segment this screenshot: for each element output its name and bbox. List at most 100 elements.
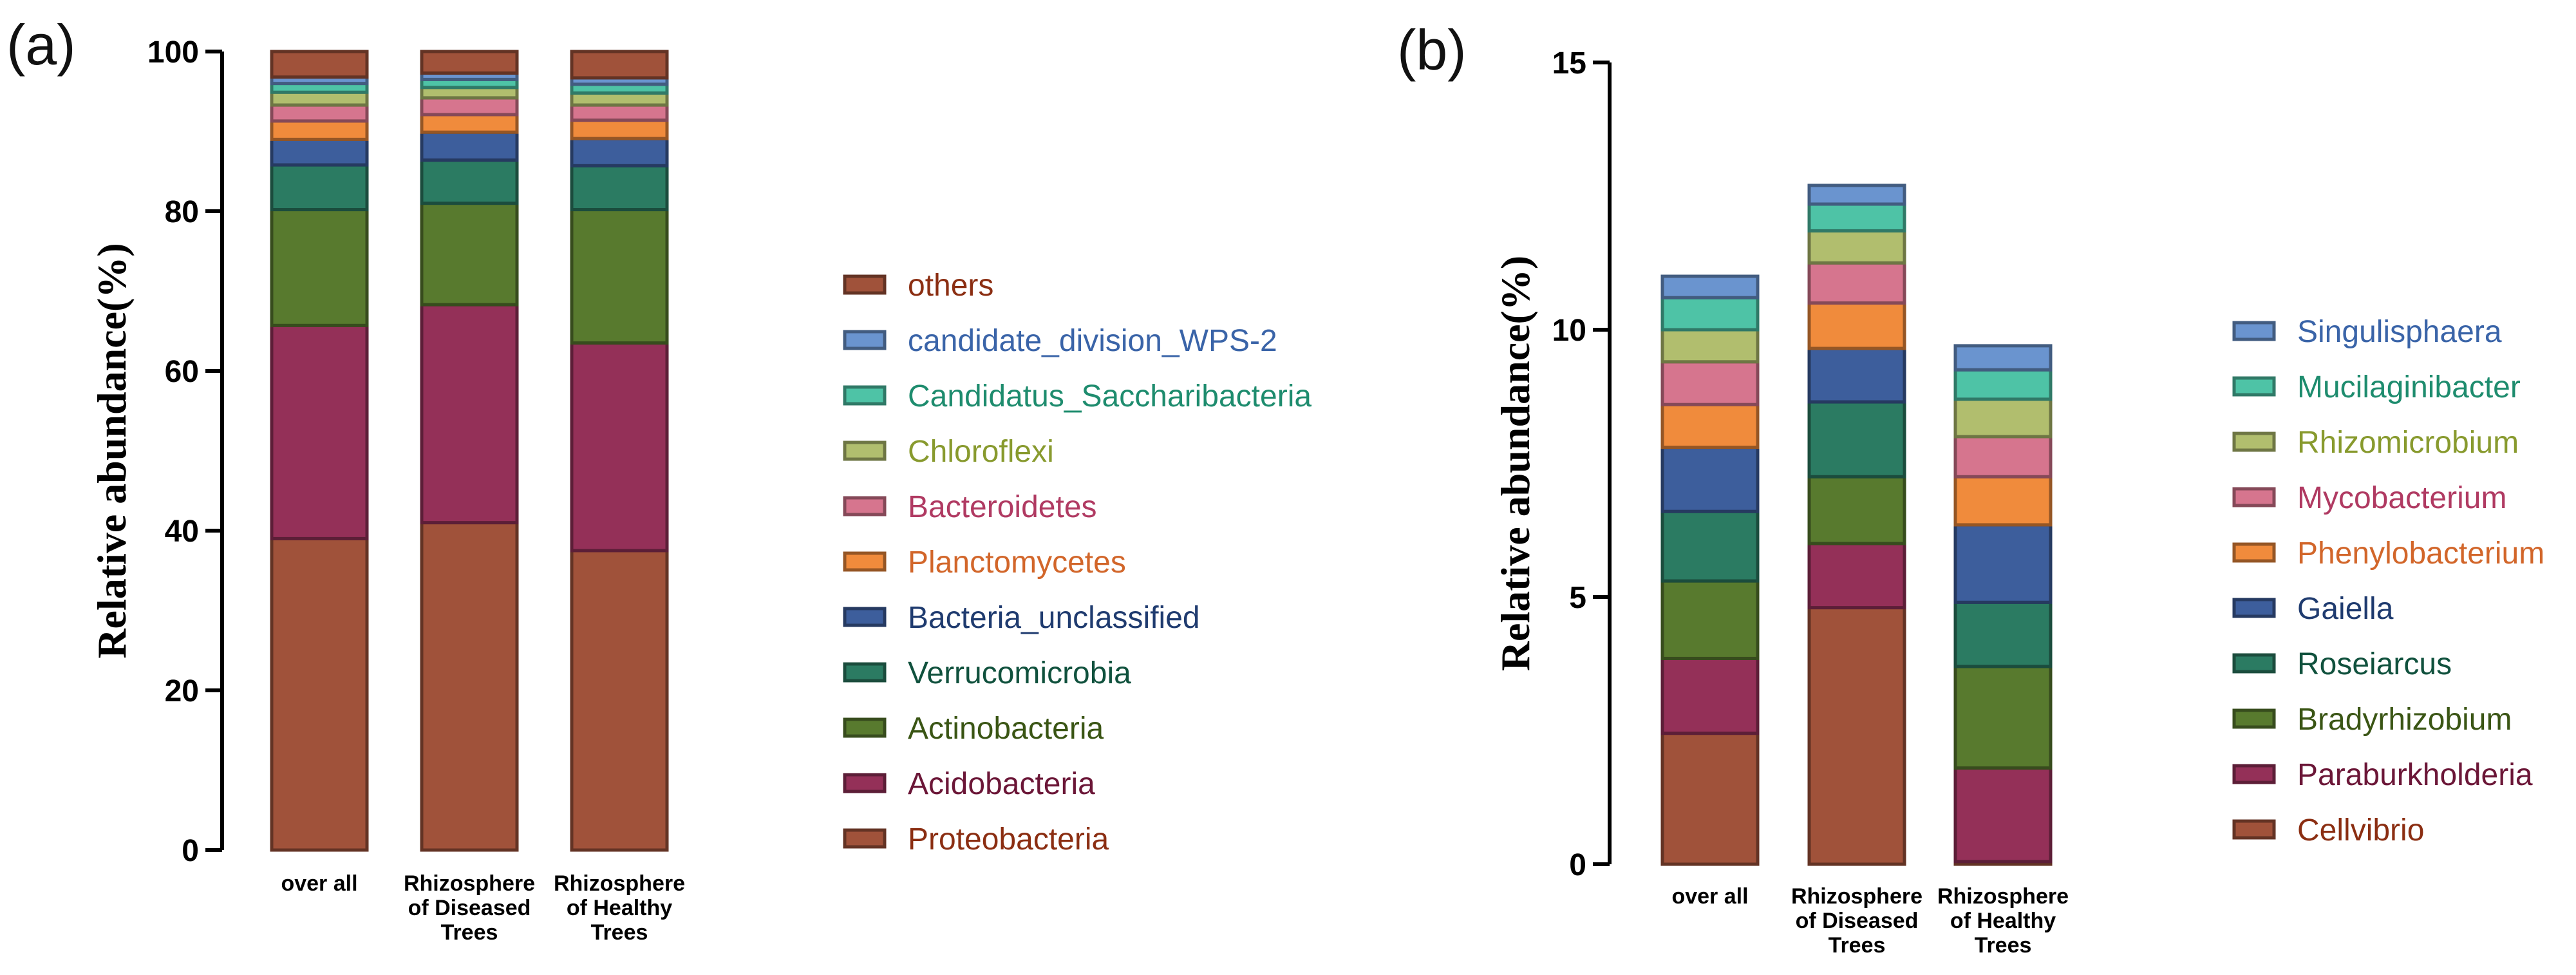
panel-b-legend-item: Phenylobacterium — [2232, 536, 2544, 571]
panel-b-x-tick-label: over all — [1671, 884, 1748, 909]
x-tick-label-line: Rhizosphere — [554, 871, 685, 896]
legend-label: Planctomycetes — [908, 545, 1126, 580]
panel-a-bar-segment-acidobacteria — [420, 303, 519, 525]
panel-a-y-tick-label: 60 — [165, 355, 199, 389]
panel-b-bar-segment-phenylobacterium — [1660, 402, 1760, 450]
panel-b-bar-segment-mycobacterium — [1660, 360, 1760, 406]
panel-a-legend-item: Bacteria_unclassified — [843, 601, 1200, 635]
panel-b-legend-item: Bradyrhizobium — [2232, 703, 2512, 737]
panel-a-bar-segment-bacteria-unclassified — [270, 137, 369, 167]
panel-a-bar-segment-verrucomicrobia — [570, 164, 669, 212]
panel-a-bar-segment-others — [420, 50, 519, 75]
panel-a-bar-segment-bacteroidetes — [270, 103, 369, 123]
x-tick-label-line: Trees — [591, 920, 648, 945]
legend-label: Phenylobacterium — [2297, 536, 2544, 571]
panel-a-bar-segment-chloroflexi — [270, 90, 369, 107]
legend-swatch — [843, 773, 887, 793]
panel-b-legend-item: Mucilaginibacter — [2232, 370, 2521, 404]
panel-b-bar-segment-roseiarcus — [1660, 509, 1760, 583]
panel-b-bar-segment-gaiella — [1807, 346, 1906, 404]
legend-label: Gaiella — [2297, 592, 2394, 626]
legend-swatch — [2232, 708, 2276, 729]
legend-label: Chloroflexi — [908, 435, 1054, 469]
panel-b-bar-segment-rhizomicrobium — [1953, 397, 2053, 439]
panel-a-legend-item: Acidobacteria — [843, 767, 1095, 801]
legend-swatch — [2232, 376, 2276, 397]
legend-swatch — [2232, 431, 2276, 452]
panel-b-bar-segment-phenylobacterium — [1807, 301, 1906, 350]
panel-a-bar-segment-planctomycetes — [420, 113, 519, 134]
panel-a-legend-item: Actinobacteria — [843, 712, 1104, 746]
panel-a-y-axis-label: Relative abundance(%) — [89, 243, 135, 658]
legend-label: Rhizomicrobium — [2297, 426, 2519, 460]
panel-a-bar-segment-verrucomicrobia — [420, 158, 519, 205]
legend-swatch — [843, 274, 887, 295]
panel-a-y-tick-label: 100 — [147, 35, 199, 70]
panel-b-bar-segment-mucilaginibacter — [1660, 296, 1760, 332]
x-tick-label-line: of Healthy — [1950, 909, 2056, 933]
x-tick-label-line: Trees — [1829, 933, 1886, 958]
legend-swatch — [2232, 653, 2276, 674]
panel-a-bar-segment-proteobacteria — [570, 549, 669, 852]
legend-label: Verrucomicrobia — [908, 656, 1131, 690]
legend-label: Cellvibrio — [2297, 813, 2424, 847]
panel-b-legend-item: Roseiarcus — [2232, 647, 2452, 681]
x-tick-label-line: Rhizosphere — [404, 871, 535, 896]
panel-b-legend-item: Mycobacterium — [2232, 481, 2506, 515]
panel-b-bar-segment-mucilaginibacter — [1807, 202, 1906, 232]
panel-b-legend-item: Cellvibrio — [2232, 813, 2424, 847]
panel-b-bar-segment-gaiella — [1660, 446, 1760, 513]
x-tick-label-line: of Diseased — [408, 896, 531, 920]
panel-b-bar-segment-roseiarcus — [1807, 400, 1906, 478]
panel-a-legend-item: Planctomycetes — [843, 545, 1126, 580]
panel-a-y-tick-label: 20 — [165, 674, 199, 708]
panel-b-bar-segment-cellvibrio — [1807, 606, 1906, 866]
panel-a-bar-segment-bacteroidetes — [420, 96, 519, 117]
legend-swatch — [843, 717, 887, 738]
panel-b-label: (b) — [1397, 18, 1467, 82]
panel-b-y-axis-label: Relative abundance(%) — [1492, 256, 1538, 671]
panel-b-bar-segment-bradyrhizobium — [1953, 665, 2053, 770]
panel-b-chart: (b) Relative abundance(%) 0 5 10 15 over all Rh… — [1397, 18, 2544, 958]
legend-label: Actinobacteria — [908, 712, 1104, 746]
legend-swatch — [2232, 542, 2276, 563]
panel-b-x-tick-label: Rhizosphere of Diseased Trees — [1791, 884, 1923, 958]
x-tick-label-line: Trees — [1975, 933, 2032, 958]
legend-swatch — [2232, 764, 2276, 784]
panel-b-bar-segment-gaiella — [1953, 523, 2053, 604]
panel-b-y-tick-label: 5 — [1569, 581, 1586, 615]
panel-b-legend-item: Gaiella — [2232, 592, 2394, 626]
panel-a-legend-item: Candidatus_Saccharibacteria — [843, 379, 1312, 413]
panel-b-legend-item: Singulisphaera — [2232, 315, 2502, 349]
x-tick-label-line: Rhizosphere — [1791, 884, 1923, 909]
legend-label: Roseiarcus — [2297, 647, 2452, 681]
panel-b-bar-segment-bradyrhizobium — [1807, 475, 1906, 545]
panel-a-legend-item: Chloroflexi — [843, 435, 1054, 469]
panel-b-bar-segment-singulisphaera — [1660, 274, 1760, 299]
panel-a-x-tick-label: over all — [281, 871, 357, 896]
legend-label: Bradyrhizobium — [2297, 703, 2512, 737]
legend-label: Bacteroidetes — [908, 490, 1097, 524]
legend-swatch — [843, 662, 887, 683]
legend-swatch — [843, 330, 887, 350]
panel-a-bar-segment-acidobacteria — [270, 323, 369, 540]
panel-a-label: (a) — [6, 13, 76, 77]
panel-b-bar-segment-rhizomicrobium — [1807, 229, 1906, 265]
panel-b-y-tick-label: 10 — [1552, 314, 1586, 348]
panel-b-bar-segment-singulisphaera — [1953, 344, 2053, 372]
legend-label: Bacteria_unclassified — [908, 601, 1200, 635]
legend-label: Acidobacteria — [908, 767, 1095, 801]
panel-a-y-tick-label: 80 — [165, 195, 199, 229]
legend-swatch — [2232, 819, 2276, 840]
panel-b-bar-segment-roseiarcus — [1953, 600, 2053, 668]
legend-swatch — [843, 440, 887, 461]
panel-a-bar-segment-bacteroidetes — [570, 103, 669, 122]
legend-swatch — [843, 551, 887, 572]
legend-label: Proteobacteria — [908, 822, 1109, 857]
panel-a-bar-segment-actinobacteria — [270, 208, 369, 327]
x-tick-label-line: of Diseased — [1796, 909, 1919, 933]
x-tick-label-line: Trees — [441, 920, 498, 945]
legend-swatch — [2232, 321, 2276, 341]
panel-b-y-tick-label: 15 — [1552, 46, 1586, 80]
